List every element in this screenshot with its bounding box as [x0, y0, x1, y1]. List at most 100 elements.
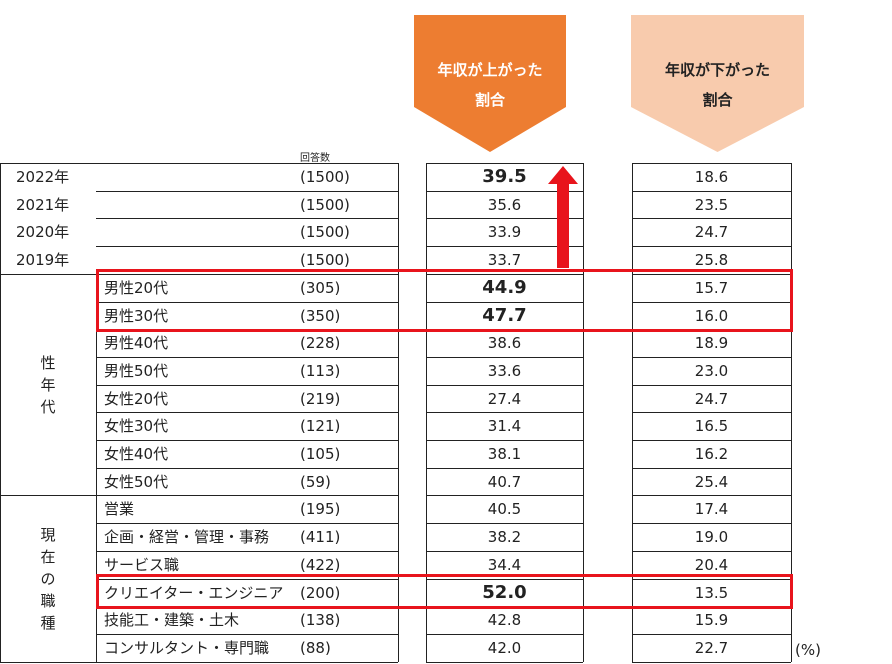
up-ratio-value: 31.4 — [487, 417, 522, 436]
up-header-text: 年収が上がった 割合 — [414, 55, 566, 115]
grid-line — [632, 550, 791, 552]
grid-line — [96, 246, 398, 248]
grid-line — [426, 633, 583, 635]
down-header-line1: 年収が下がった — [664, 61, 770, 79]
up-header-shape — [414, 15, 566, 152]
grid-line — [426, 356, 583, 358]
up-ratio-value: 33.7 — [487, 251, 522, 270]
grid-line — [791, 163, 792, 662]
up-ratio-value: 52.0 — [482, 581, 527, 603]
down-header-text: 年収が下がった 割合 — [631, 55, 804, 115]
row-response-count: (138) — [300, 611, 341, 630]
grid-line — [96, 633, 398, 635]
row-label: 2022年 — [16, 168, 70, 186]
grid-line — [0, 273, 398, 275]
down-ratio-value: 15.7 — [694, 278, 729, 297]
grid-line — [632, 384, 791, 386]
row-response-count: (228) — [300, 334, 341, 353]
up-ratio-value: 39.5 — [482, 166, 527, 187]
grid-line — [632, 273, 791, 275]
row-response-count: (1500) — [300, 195, 350, 214]
row-label: 2019年 — [16, 251, 70, 270]
row-response-count: (113) — [300, 361, 341, 380]
row-label: 技能工・建築・土木 — [104, 611, 240, 630]
row-response-count: (121) — [300, 417, 341, 436]
up-ratio-value: 38.6 — [487, 334, 522, 353]
grid-line — [426, 412, 583, 414]
grid-line — [96, 550, 398, 552]
grid-line — [96, 412, 398, 414]
grid-line — [426, 218, 583, 220]
row-label: 企画・経営・管理・事務 — [104, 528, 270, 547]
grid-line — [0, 163, 1, 662]
grid-line — [96, 273, 97, 496]
grid-line — [426, 440, 583, 441]
up-ratio-value: 34.4 — [487, 555, 522, 574]
grid-line — [0, 163, 398, 164]
grid-line — [426, 661, 583, 663]
row-response-count: (219) — [300, 389, 341, 408]
unit-label: (%) — [795, 641, 821, 659]
grid-line — [632, 495, 791, 497]
down-header-shape — [631, 15, 804, 152]
grid-line — [426, 550, 583, 552]
row-response-count: (200) — [300, 583, 341, 602]
response-count-label: 回答数 — [300, 153, 330, 164]
down-ratio-value: 15.9 — [694, 611, 729, 630]
down-ratio-value: 16.0 — [694, 306, 729, 325]
row-response-count: (105) — [300, 445, 341, 463]
highlight-box — [96, 268, 793, 333]
down-ratio-value: 17.4 — [694, 500, 729, 519]
grid-line — [426, 163, 427, 662]
row-label: 男性40代 — [104, 334, 169, 353]
row-response-count: (1500) — [300, 251, 350, 270]
grid-line — [632, 246, 791, 248]
grid-line — [426, 523, 583, 525]
grid-line — [426, 384, 583, 386]
grid-line — [96, 440, 398, 441]
row-response-count: (350) — [300, 306, 341, 325]
grid-line — [96, 218, 398, 220]
grid-line — [426, 273, 583, 275]
up-ratio-value: 40.7 — [487, 472, 522, 491]
row-label: 女性40代 — [104, 445, 169, 463]
row-label: 男性50代 — [104, 361, 169, 380]
row-label: 男性30代 — [104, 306, 169, 325]
up-header-pentagon — [414, 15, 566, 152]
group-label: 性年代 — [40, 353, 56, 416]
grid-line — [632, 412, 791, 414]
grid-line — [632, 163, 791, 164]
row-response-count: (59) — [300, 472, 331, 491]
down-ratio-value: 22.7 — [694, 638, 729, 657]
grid-line — [96, 356, 398, 358]
down-ratio-value: 18.9 — [694, 334, 729, 353]
down-ratio-value: 24.7 — [694, 223, 729, 242]
up-ratio-value: 44.9 — [482, 276, 527, 298]
up-ratio-value: 38.2 — [487, 528, 522, 547]
down-ratio-value: 25.8 — [694, 251, 729, 270]
grid-line — [426, 163, 583, 164]
down-header-line2: 割合 — [702, 91, 733, 109]
grid-line — [632, 163, 633, 662]
up-ratio-value: 42.0 — [487, 638, 522, 657]
grid-line — [96, 384, 398, 386]
up-ratio-value: 35.6 — [487, 195, 522, 214]
up-ratio-value: 42.8 — [487, 611, 522, 630]
row-label: 女性20代 — [104, 389, 169, 408]
down-ratio-value: 25.4 — [694, 472, 729, 491]
down-ratio-header: 年収が下がった 割合 — [631, 15, 804, 152]
down-ratio-value: 18.6 — [694, 168, 729, 186]
up-ratio-value: 40.5 — [487, 500, 522, 519]
up-header-line1: 年収が上がった — [437, 61, 543, 79]
row-label: 営業 — [104, 500, 135, 519]
grid-line — [632, 218, 791, 220]
row-response-count: (422) — [300, 555, 341, 574]
grid-line — [632, 440, 791, 441]
up-ratio-value: 27.4 — [487, 389, 522, 408]
grid-line — [426, 190, 583, 192]
down-ratio-value: 23.5 — [694, 195, 729, 214]
up-header-line2: 割合 — [474, 91, 505, 109]
grid-line — [96, 523, 398, 525]
row-label: 女性50代 — [104, 472, 169, 491]
up-ratio-value: 33.9 — [487, 223, 522, 242]
